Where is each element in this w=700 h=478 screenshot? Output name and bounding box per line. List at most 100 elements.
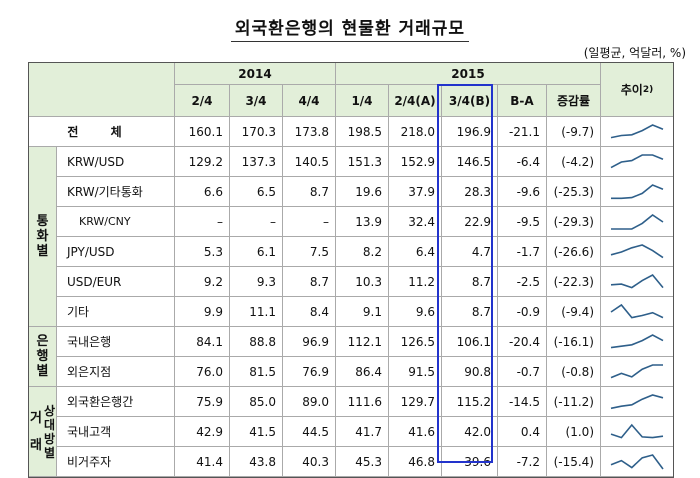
table-cell: 37.9: [389, 177, 442, 207]
row-label: 국내고객: [57, 417, 175, 447]
table-cell: (-4.2): [547, 147, 601, 177]
row-label: 국내은행: [57, 327, 175, 357]
table-cell: 8.7: [283, 267, 336, 297]
table-cell: 84.1: [175, 327, 230, 357]
trend-sparkline: [601, 447, 673, 477]
trend-line: [610, 363, 663, 378]
category-char: 행: [36, 349, 49, 364]
table-cell: 76.9: [283, 357, 336, 387]
table-cell: –: [230, 207, 283, 237]
header-q: 4/4: [283, 85, 336, 117]
table-cell: 41.5: [230, 417, 283, 447]
table-cell: 152.9: [389, 147, 442, 177]
table-cell: 42.0: [442, 417, 498, 447]
table-cell: 75.9: [175, 387, 230, 417]
table-cell: (-29.3): [547, 207, 601, 237]
trend-line: [610, 243, 664, 258]
row-label: KRW/USD: [57, 147, 175, 177]
trend-sparkline: [601, 147, 673, 177]
table-cell: 11.2: [389, 267, 442, 297]
table-cell: 6.5: [230, 177, 283, 207]
category-char: 통: [36, 214, 49, 229]
trend-line: [610, 273, 664, 288]
trend-sparkline: [601, 417, 673, 447]
row-label: KRW/기타통화: [57, 177, 175, 207]
table-cell: (-15.4): [547, 447, 601, 477]
table-cell: 7.5: [283, 237, 336, 267]
table-cell: 196.9: [442, 117, 498, 147]
category-char: 별: [36, 244, 49, 259]
trend-line: [610, 333, 664, 348]
trend-line: [610, 303, 664, 318]
table-cell: 28.3: [442, 177, 498, 207]
row-label: KRW/CNY: [57, 207, 175, 237]
table-cell: 39.6: [442, 447, 498, 477]
table-title-text: 외국환은행의 현물환 거래규모: [230, 19, 470, 42]
table-cell: (-26.6): [547, 237, 601, 267]
table-cell: 13.9: [336, 207, 389, 237]
header-q: 2/4: [175, 85, 230, 117]
table-cell: -9.5: [498, 207, 547, 237]
category-by-bank: 은 행 별: [29, 327, 57, 387]
table-cell: 88.8: [230, 327, 283, 357]
table-cell: 81.5: [230, 357, 283, 387]
table-cell: 146.5: [442, 147, 498, 177]
table-cell: -21.1: [498, 117, 547, 147]
trend-line: [610, 393, 664, 409]
table-cell: 42.9: [175, 417, 230, 447]
row-label: 전 체: [29, 117, 175, 147]
table-cell: 76.0: [175, 357, 230, 387]
row-label: JPY/USD: [57, 237, 175, 267]
table-cell: 6.6: [175, 177, 230, 207]
trend-line: [610, 153, 664, 168]
table-cell: 10.3: [336, 267, 389, 297]
table-cell: 140.5: [283, 147, 336, 177]
category-char: 거: [29, 410, 42, 426]
row-label: 비거주자: [57, 447, 175, 477]
table-cell: 41.7: [336, 417, 389, 447]
header-q: 증감률: [547, 85, 601, 117]
header-q: 3/4(B): [442, 85, 498, 117]
unit-note: (일평균, 억달러, %): [583, 46, 686, 60]
row-label: 외은지점: [57, 357, 175, 387]
trend-line: [611, 183, 664, 199]
category-char: 별: [43, 445, 55, 460]
table-cell: 8.7: [283, 177, 336, 207]
category-by-currency: 통 화 별: [29, 147, 57, 327]
header-trend-label: 추이: [620, 83, 643, 97]
table-cell: 8.7: [442, 267, 498, 297]
table-cell: 0.4: [498, 417, 547, 447]
trend-line: [610, 453, 664, 469]
row-label: 외국환은행간: [57, 387, 175, 417]
table-cell: 11.1: [230, 297, 283, 327]
table-cell: 126.5: [389, 327, 442, 357]
table-cell: 6.1: [230, 237, 283, 267]
header-trend-footnote: 2): [642, 84, 654, 95]
table-cell: -2.5: [498, 267, 547, 297]
table-cell: 9.6: [389, 297, 442, 327]
table-cell: -0.9: [498, 297, 547, 327]
table-cell: 43.8: [230, 447, 283, 477]
table-cell: 44.5: [283, 417, 336, 447]
category-char: 방: [43, 431, 55, 446]
table-cell: 19.6: [336, 177, 389, 207]
category-char: 화: [36, 229, 49, 244]
table-cell: (-0.8): [547, 357, 601, 387]
table-cell: 115.2: [442, 387, 498, 417]
table-cell: 4.7: [442, 237, 498, 267]
table-cell: 91.5: [389, 357, 442, 387]
category-char: 대: [43, 417, 55, 432]
table-cell: (-11.2): [547, 387, 601, 417]
header-corner: [29, 63, 175, 117]
header-q: 1/4: [336, 85, 389, 117]
table-cell: 129.7: [389, 387, 442, 417]
table-cell: 6.4: [389, 237, 442, 267]
trend-sparkline: [601, 357, 673, 387]
row-label: 기타: [57, 297, 175, 327]
table-cell: 41.4: [175, 447, 230, 477]
table-cell: 8.2: [336, 237, 389, 267]
table-cell: (-9.4): [547, 297, 601, 327]
table-cell: 90.8: [442, 357, 498, 387]
trend-sparkline: [601, 207, 673, 237]
trend-sparkline: [601, 117, 673, 147]
